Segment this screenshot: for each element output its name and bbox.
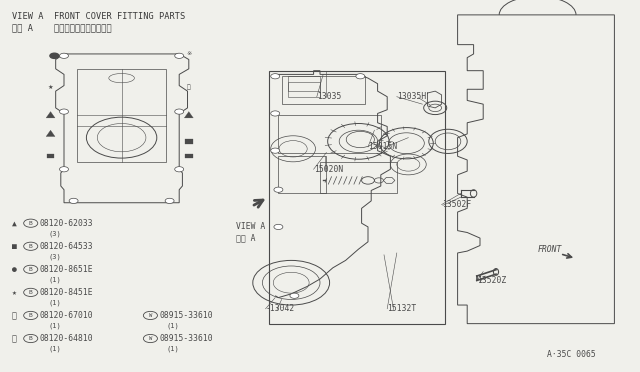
Text: 13502F: 13502F bbox=[442, 200, 471, 209]
Text: 13035H: 13035H bbox=[397, 92, 426, 101]
Bar bbox=[185, 154, 193, 158]
Text: W: W bbox=[148, 336, 152, 341]
Text: B: B bbox=[29, 336, 33, 341]
Text: 13520Z: 13520Z bbox=[477, 276, 506, 285]
Bar bbox=[278, 156, 326, 193]
Text: ★: ★ bbox=[48, 85, 53, 90]
Text: FRONT: FRONT bbox=[538, 245, 562, 254]
Circle shape bbox=[290, 293, 299, 298]
Text: (1): (1) bbox=[49, 323, 61, 329]
Bar bbox=[269, 71, 445, 324]
Text: 08120-62033: 08120-62033 bbox=[40, 219, 93, 228]
Text: ※: ※ bbox=[12, 334, 17, 343]
Polygon shape bbox=[46, 130, 55, 137]
Circle shape bbox=[50, 53, 59, 58]
Bar bbox=[288, 76, 320, 91]
Text: (1): (1) bbox=[49, 299, 61, 306]
Text: (1): (1) bbox=[166, 323, 179, 329]
Bar bbox=[185, 139, 193, 144]
Bar bbox=[47, 154, 54, 158]
Circle shape bbox=[69, 198, 78, 203]
Text: 矢視 A: 矢視 A bbox=[236, 234, 255, 243]
Text: B: B bbox=[29, 267, 33, 272]
Text: (1): (1) bbox=[49, 276, 61, 283]
Circle shape bbox=[60, 109, 68, 114]
Circle shape bbox=[274, 224, 283, 230]
Text: ＊: ＊ bbox=[187, 84, 191, 90]
Text: VIEW A  FRONT COVER FITTING PARTS: VIEW A FRONT COVER FITTING PARTS bbox=[12, 12, 185, 21]
Text: ※: ※ bbox=[12, 311, 17, 320]
Circle shape bbox=[356, 74, 365, 79]
Circle shape bbox=[60, 53, 68, 58]
Circle shape bbox=[274, 187, 283, 192]
Circle shape bbox=[165, 198, 174, 203]
Circle shape bbox=[175, 167, 184, 172]
Bar bbox=[288, 82, 320, 97]
Circle shape bbox=[271, 74, 280, 79]
Text: B: B bbox=[29, 244, 33, 249]
Text: B: B bbox=[29, 221, 33, 226]
Circle shape bbox=[271, 148, 280, 153]
Text: ●: ● bbox=[12, 265, 17, 274]
Text: 15015N: 15015N bbox=[368, 142, 397, 151]
Circle shape bbox=[175, 53, 184, 58]
Text: 08120-8651E: 08120-8651E bbox=[40, 265, 93, 274]
Text: 13035: 13035 bbox=[317, 92, 341, 101]
Circle shape bbox=[60, 167, 68, 172]
Polygon shape bbox=[184, 112, 193, 118]
Text: 08120-67010: 08120-67010 bbox=[40, 311, 93, 320]
Text: A·35C 0065: A·35C 0065 bbox=[547, 350, 596, 359]
Text: 矢視 A    フロントカバー取付部品: 矢視 A フロントカバー取付部品 bbox=[12, 23, 111, 32]
Text: VIEW A: VIEW A bbox=[236, 222, 265, 231]
Text: ▲: ▲ bbox=[12, 219, 17, 228]
Bar bbox=[77, 69, 166, 162]
Text: ※: ※ bbox=[186, 51, 191, 57]
Text: B: B bbox=[29, 313, 33, 318]
Text: 08120-8451E: 08120-8451E bbox=[40, 288, 93, 297]
Text: -13042: -13042 bbox=[266, 304, 295, 313]
Text: (1): (1) bbox=[166, 346, 179, 352]
Text: 08120-64810: 08120-64810 bbox=[40, 334, 93, 343]
Text: 08915-33610: 08915-33610 bbox=[159, 334, 213, 343]
Circle shape bbox=[271, 111, 280, 116]
Text: ★: ★ bbox=[12, 288, 17, 297]
Text: (3): (3) bbox=[49, 253, 61, 260]
Text: 08915-33610: 08915-33610 bbox=[159, 311, 213, 320]
Text: B: B bbox=[29, 290, 33, 295]
Circle shape bbox=[175, 109, 184, 114]
Text: 08120-64533: 08120-64533 bbox=[40, 242, 93, 251]
Text: 15132T: 15132T bbox=[387, 304, 417, 313]
Text: 15020N: 15020N bbox=[314, 165, 343, 174]
Bar bbox=[320, 162, 397, 193]
Text: W: W bbox=[148, 313, 152, 318]
Text: ■: ■ bbox=[12, 242, 17, 251]
Text: (1): (1) bbox=[49, 346, 61, 352]
Bar bbox=[278, 115, 381, 153]
Bar bbox=[282, 76, 365, 104]
Text: (3): (3) bbox=[49, 230, 61, 237]
Polygon shape bbox=[46, 112, 55, 118]
